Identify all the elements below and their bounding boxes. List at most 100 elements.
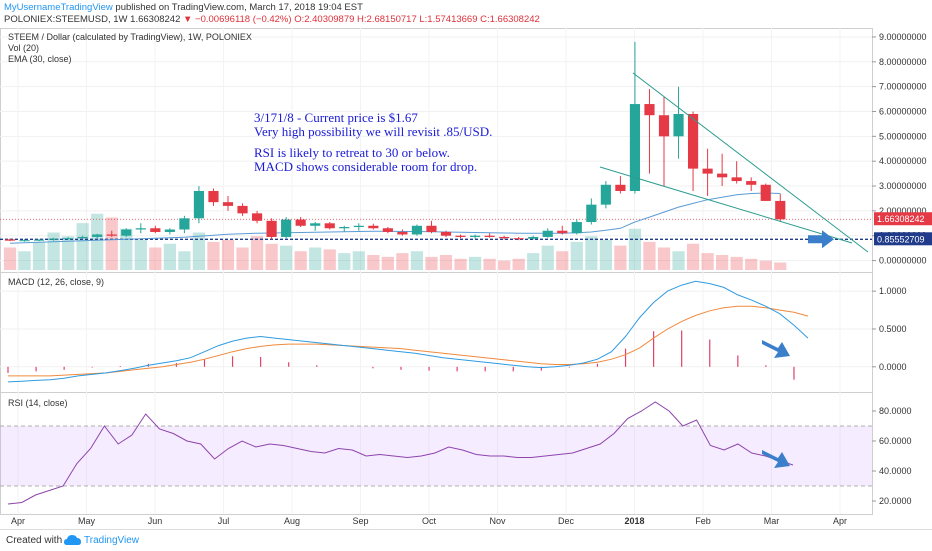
volume-bar	[207, 241, 220, 270]
volume-bar	[774, 262, 787, 270]
rsi-tick-label: 80.0000	[879, 406, 912, 416]
created-with-text: Created with	[6, 535, 63, 546]
candle-body	[237, 205, 248, 214]
username-link[interactable]: MyUsernameTradingView	[4, 2, 113, 13]
candle-body	[295, 219, 306, 226]
chart-header: MyUsernameTradingView published on Tradi…	[0, 0, 932, 26]
volume-bar	[410, 251, 424, 270]
time-tick-label: Mar	[764, 516, 780, 526]
volume-bar	[425, 256, 438, 270]
last-price: 1.66308242	[130, 14, 181, 25]
volume-bar	[396, 253, 409, 270]
volume-bar	[309, 247, 322, 270]
candle-body	[106, 234, 117, 236]
candle-body	[499, 236, 510, 239]
candle-body	[353, 225, 364, 228]
ohlc-values: O:2.40309879 H:2.68150717 L:1.57413669 C…	[294, 14, 540, 25]
volume-bar	[134, 240, 147, 270]
volume-bar	[352, 251, 365, 270]
time-tick-label: Oct	[422, 516, 437, 526]
volume-bar	[454, 258, 467, 270]
candle-body	[469, 235, 481, 237]
rsi-tick-label: 60.0000	[879, 436, 912, 446]
candle-body	[368, 225, 379, 229]
volume-bar	[163, 243, 176, 270]
volume-bar	[32, 241, 46, 270]
volume-bar	[730, 256, 743, 270]
chart-canvas[interactable]: 9.00000000 8.00000000 7.00000000 6.00000000…	[0, 0, 932, 529]
candle-body	[92, 234, 103, 237]
macd-tick-label: 0.5000	[879, 324, 907, 334]
candle-body	[775, 200, 786, 220]
volume-bar	[265, 243, 278, 270]
volume-bar	[367, 255, 380, 270]
macd-tick-label: 1.0000	[879, 286, 907, 296]
macd-line	[7, 280, 809, 383]
candle-body	[251, 213, 263, 221]
tradingview-brand[interactable]: TradingView	[84, 535, 140, 546]
volume-bar	[76, 223, 89, 270]
legend-main: STEEM / Dollar (calculated by TradingVie…	[8, 32, 252, 42]
candle-body	[615, 184, 626, 191]
candle-body	[411, 225, 423, 235]
time-tick-label: Jun	[148, 516, 163, 526]
candle-body	[339, 227, 350, 229]
symbol-line: POLONIEX:STEEMUSD, 1W 1.66308242 ▼ −0.00…	[4, 14, 540, 25]
footer-bar: Created with TradingView	[0, 529, 932, 551]
candle-body	[586, 204, 597, 223]
candle-body	[440, 231, 452, 236]
volume-bar	[18, 251, 31, 270]
volume-bar	[91, 213, 104, 270]
level-price-label-bg	[874, 232, 932, 246]
symbol-text: POLONIEX:STEEMUSD, 1W	[4, 14, 128, 25]
volume-bar	[192, 232, 206, 270]
volume-bar	[585, 236, 598, 270]
candle-body	[382, 228, 393, 232]
tradingview-cloud-icon	[64, 535, 81, 545]
annotation-line-4: MACD shows considerable room for drop.	[254, 159, 477, 174]
candle-body	[760, 184, 771, 201]
publish-line: MyUsernameTradingView published on Tradi…	[4, 2, 363, 13]
price-tick-label: 4.00000000	[879, 156, 927, 166]
candle-body	[571, 222, 582, 234]
candle-body	[397, 231, 408, 235]
candle-body	[687, 113, 699, 169]
volume-bar	[672, 251, 685, 270]
volume-bar	[338, 253, 351, 270]
price-tick-label: 3.00000000	[879, 181, 927, 191]
rsi-tick-label: 40.0000	[879, 466, 912, 476]
volume-bar	[221, 240, 235, 270]
volume-bar	[716, 255, 729, 270]
candle-body	[746, 181, 757, 185]
price-tick-label: 5.00000000	[879, 131, 927, 141]
volume-bar	[701, 253, 714, 270]
candle-body	[281, 219, 292, 237]
blue-arrow-icon	[762, 450, 790, 468]
candle-body	[19, 240, 30, 242]
time-tick-label: 2018	[624, 516, 644, 526]
candle-body	[557, 230, 568, 234]
price-change: ▼ −0.00696118 (−0.42%)	[183, 14, 292, 25]
legend-rsi: RSI (14, close)	[8, 398, 68, 408]
price-tick-label: 6.00000000	[879, 106, 927, 116]
time-tick-label: Sep	[352, 516, 368, 526]
candle-body	[644, 104, 655, 116]
candle-body	[4, 239, 16, 241]
volume-bar	[323, 249, 336, 270]
candle-body	[484, 235, 495, 237]
volume-bar	[468, 256, 482, 270]
candle-body	[717, 173, 728, 178]
candle-body	[673, 113, 684, 137]
volume-bar	[250, 236, 264, 270]
volume-bar	[3, 247, 17, 270]
volume-bar	[527, 253, 540, 270]
volume-bar	[657, 247, 671, 270]
candle-body	[135, 228, 146, 230]
volume-bar	[643, 241, 656, 270]
volume-bar	[498, 260, 511, 270]
volume-bar	[280, 245, 293, 270]
volume-bar	[149, 247, 162, 270]
volume-bar	[614, 245, 627, 270]
candle-body	[63, 238, 74, 240]
candle-body	[731, 177, 742, 182]
